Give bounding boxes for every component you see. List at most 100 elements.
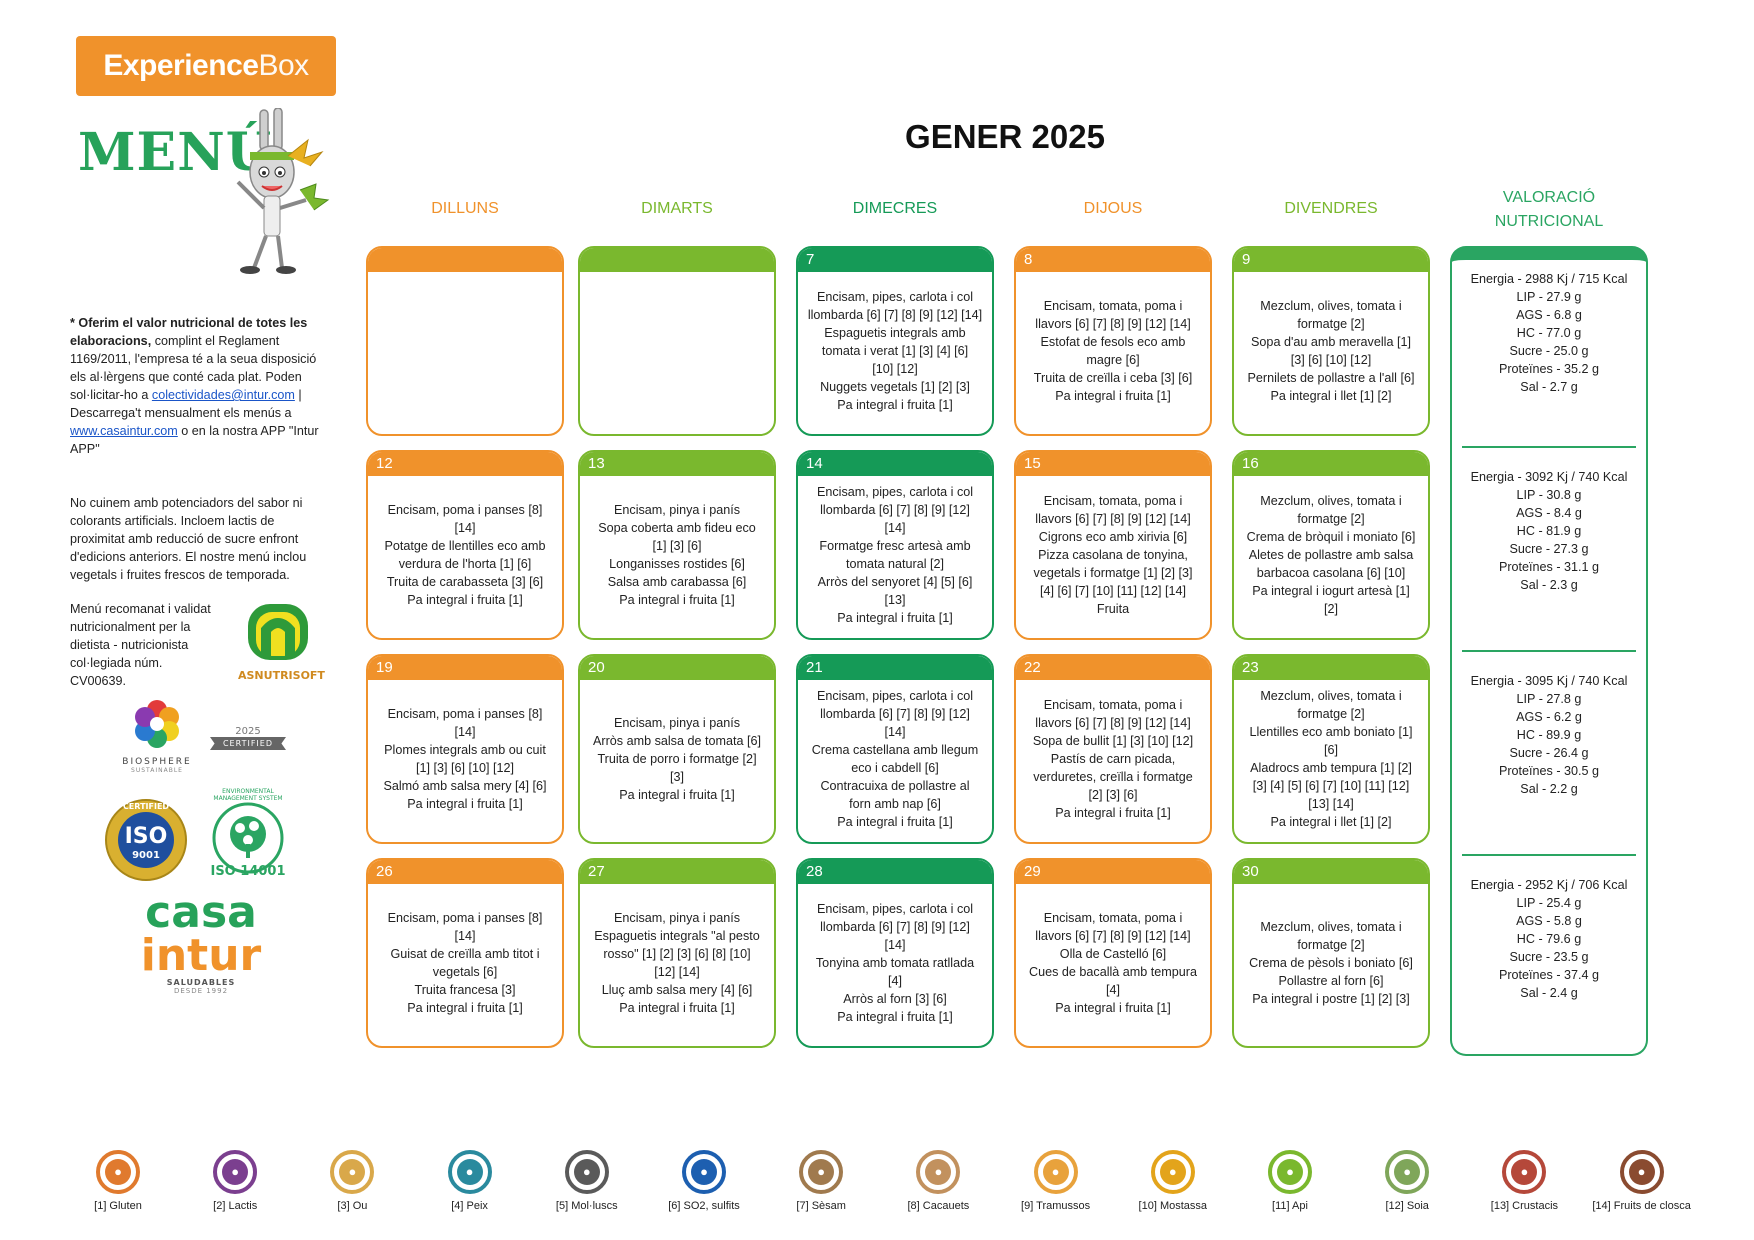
egg-icon: ●: [330, 1150, 375, 1194]
allergen-label: [6] SO2, sulfits: [668, 1200, 740, 1212]
day-menu-text: Encisam, tomata, poma i llavors [6] [7] …: [1033, 299, 1193, 403]
day-number: 23: [1234, 656, 1428, 680]
day-cell: 19 Encisam, poma i panses [8] [14] Plomes…: [366, 654, 564, 844]
day-menu-text: Encisam, pipes, carlota i col llombarda …: [811, 689, 979, 829]
nutrition-week-1: Energia - 2988 Kj / 715 Kcal LIP - 27.9 …: [1470, 272, 1628, 394]
iso-9001-text: ISO: [124, 824, 168, 849]
celery-icon: ●: [1268, 1150, 1312, 1194]
allergen-item: ● [13] Crustacis: [1464, 1150, 1584, 1212]
day-cell: [578, 246, 776, 436]
day-number: 27: [580, 860, 774, 884]
day-menu-text: Encisam, tomata, poma i llavors [6] [7] …: [1028, 911, 1197, 1015]
day-number: 8: [1016, 248, 1210, 272]
day-cell: 23 Mezclum, olives, tomata i formatge [2]…: [1232, 654, 1430, 844]
allergen-symbol: ●: [1042, 1159, 1069, 1185]
website-link[interactable]: www.casaintur.com: [70, 424, 178, 438]
day-menu-text: Encisam, pipes, carlota i col llombarda …: [807, 290, 983, 412]
day-menu-text: Encisam, tomata, poma i llavors [6] [7] …: [1033, 494, 1193, 616]
certified-label: CERTIFIED: [210, 737, 286, 750]
nut-icon: ●: [1619, 1150, 1664, 1194]
allergen-symbol: ●: [456, 1159, 483, 1185]
allergen-label: [1] Gluten: [94, 1200, 142, 1212]
allergen-label: [12] Soia: [1385, 1200, 1429, 1212]
soy-icon: ●: [1385, 1150, 1430, 1194]
allergen-label: [14] Fruits de closca: [1592, 1200, 1691, 1212]
nutrition-divider: [1462, 446, 1636, 448]
day-number: 21: [798, 656, 992, 680]
allergen-label: [11] Api: [1272, 1200, 1308, 1212]
biosphere-text: BIOSPHERE: [122, 757, 192, 767]
cooking-policy-paragraph: No cuinem amb potenciadors del sabor ni …: [70, 496, 307, 582]
iso-9001-ring-text: CERTIFIED: [122, 802, 170, 811]
allergen-item: ● [7] Sèsam: [761, 1150, 881, 1212]
allergen-symbol: ●: [808, 1159, 835, 1185]
nutrition-header: VALORACIÓ NUTRICIONAL: [1494, 189, 1604, 230]
day-menu-text: Encisam, poma i panses [8] [14] Guisat d…: [387, 911, 543, 1015]
day-cell: 21 Encisam, pipes, carlota i col llombard…: [796, 654, 994, 844]
saludables-text: SALUDABLES: [166, 978, 236, 987]
email-link[interactable]: colectividades@intur.com: [151, 388, 295, 402]
allergen-symbol: ●: [1159, 1159, 1186, 1185]
month-title: GENER 2025: [905, 118, 1105, 155]
allergen-label: [9] Tramussos: [1021, 1200, 1091, 1212]
day-number: 12: [368, 452, 562, 476]
biosphere-flower-icon: [135, 700, 179, 748]
desde-text: DESDE 1992: [173, 987, 229, 995]
iso-14001-text: ISO 14001: [210, 864, 286, 879]
day-cell: 22 Encisam, tomata, poma i llavors [6] [7…: [1014, 654, 1212, 844]
allergen-label: [3] Ou: [337, 1200, 368, 1212]
day-number: 7: [798, 248, 992, 272]
day-cell: 28 Encisam, pipes, carlota i col llombard…: [796, 858, 994, 1048]
allergen-symbol: ●: [573, 1159, 600, 1185]
certified-year: 2025: [235, 726, 261, 737]
day-number: 15: [1016, 452, 1210, 476]
allergen-symbol: ●: [691, 1159, 717, 1185]
asnutrisoft-logo: ASNUTRISOFT: [238, 600, 325, 682]
day-number: 20: [580, 656, 774, 680]
day-menu-text: Encisam, pipes, carlota i col llombarda …: [815, 902, 975, 1024]
iso-14001-seal: ISO 14001 ENVIRONMENTAL MANAGEMENT SYSTE…: [206, 788, 290, 882]
iso-14001-ring-text: ENVIRONMENTAL MANAGEMENT SYSTEM: [213, 788, 283, 802]
nutrition-week-3: Energia - 3095 Kj / 740 Kcal LIP - 27.8 …: [1470, 674, 1628, 796]
mustard-icon: ●: [1150, 1150, 1195, 1194]
day-number: 14: [798, 452, 992, 476]
day-menu-text: Encisam, pipes, carlota i col llombarda …: [816, 485, 974, 625]
day-header-wednesday: DIMECRES: [852, 200, 938, 217]
day-cell: 26 Encisam, poma i panses [8] [14] Guisat…: [366, 858, 564, 1048]
allergen-label: [5] Mol·luscs: [555, 1200, 618, 1212]
day-cell: [366, 246, 564, 436]
fork-mascot-icon: [236, 108, 330, 274]
day-menu-text: [374, 272, 556, 430]
day-number: 13: [580, 452, 774, 476]
day-number: [368, 248, 562, 272]
asnutrisoft-mark-icon: [248, 604, 308, 660]
allergen-symbol: ●: [339, 1159, 366, 1185]
nutrition-divider: [1462, 854, 1636, 856]
allergen-item: ● [2] Lactis: [175, 1150, 295, 1212]
day-menu-text: Encisam, poma i panses [8] [14] Potatge …: [384, 503, 546, 607]
certified-2025-badge: 2025 CERTIFIED: [210, 726, 286, 750]
day-menu-text: Encisam, pinya i panís Arròs amb salsa d…: [593, 716, 761, 802]
day-cell: 12 Encisam, poma i panses [8] [14] Potatg…: [366, 450, 564, 640]
day-menu-text: Encisam, poma i panses [8] [14] Plomes i…: [383, 707, 547, 811]
day-cell: 20 Encisam, pinya i panís Arròs amb salsa…: [578, 654, 776, 844]
day-menu-text: Encisam, pinya i panís Sopa coberta amb …: [598, 503, 756, 607]
day-cell: 9 Mezclum, olives, tomata i formatge [2] …: [1232, 246, 1430, 436]
allergen-item: ● [10] Mostassa: [1113, 1150, 1233, 1212]
day-number: 26: [368, 860, 562, 884]
allergen-label: [4] Peix: [451, 1200, 488, 1212]
crustacean-icon: ●: [1502, 1150, 1547, 1194]
day-menu-text: [586, 272, 768, 430]
allergen-item: ● [14] Fruits de closca: [1582, 1150, 1702, 1212]
day-number: 30: [1234, 860, 1428, 884]
so2-icon: ●: [682, 1150, 726, 1194]
day-menu-text: Mezclum, olives, tomata i formatge [2] C…: [1246, 494, 1416, 616]
allergen-item: ● [12] Soia: [1347, 1150, 1467, 1212]
allergen-symbol: ●: [1511, 1159, 1538, 1185]
allergen-item: ● [9] Tramussos: [996, 1150, 1116, 1212]
iso-9001-seal: ISO 9001 CERTIFIED: [104, 798, 188, 882]
biosphere-subtext: SUSTAINABLE: [131, 767, 183, 774]
milk-icon: ●: [213, 1150, 258, 1194]
allergen-symbol: ●: [1394, 1159, 1421, 1185]
allergen-item: ● [5] Mol·luscs: [527, 1150, 647, 1212]
